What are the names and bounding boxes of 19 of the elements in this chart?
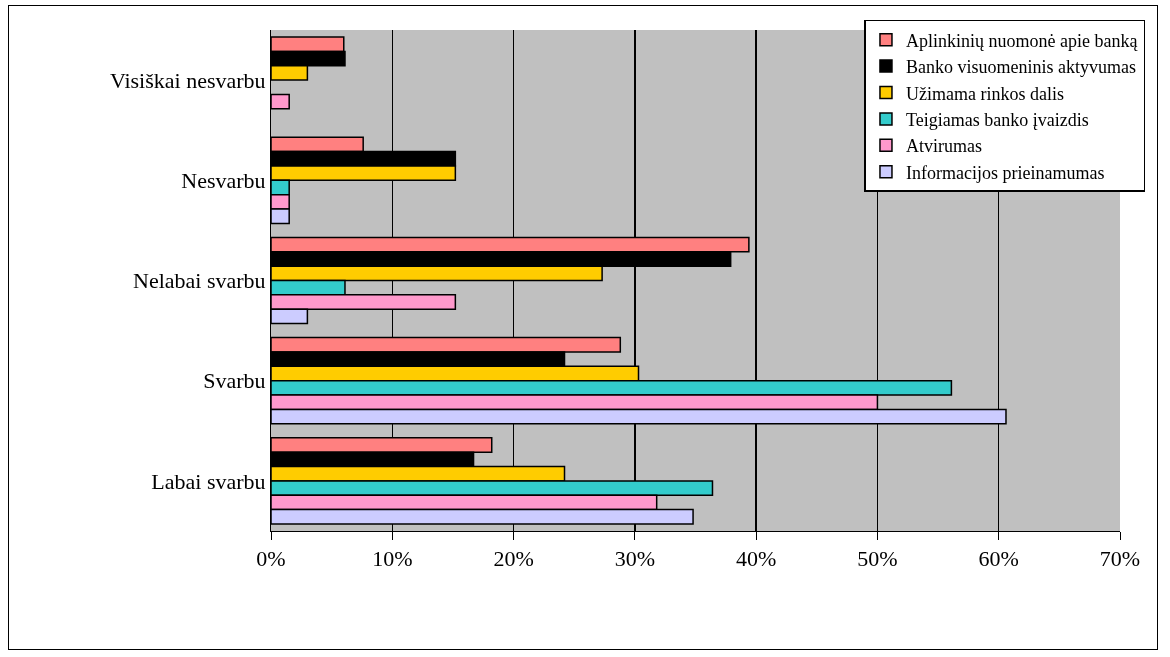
- x-tick-label: 30%: [614, 546, 656, 572]
- legend-label: Užimama rinkos dalis: [905, 83, 1064, 104]
- y-tick-label: Labai svarbu: [151, 468, 266, 494]
- legend-label: Banko visuomeninis aktyvumas: [905, 57, 1136, 78]
- x-tick-label: 0%: [256, 546, 286, 572]
- legend-label: Aplinkinių nuomonė apie banką: [905, 30, 1139, 51]
- x-tick-label: 50%: [857, 546, 898, 572]
- legend-label: Atvirumas: [905, 136, 982, 157]
- x-tick-label: 10%: [372, 546, 413, 572]
- y-tick-label: Nesvarbu: [181, 168, 266, 193]
- x-tick-label: 40%: [735, 546, 777, 572]
- x-tick-label: 70%: [1099, 546, 1141, 572]
- y-tick-label: Nelabai svarbu: [133, 268, 266, 294]
- y-tick-label: Visiškai nesvarbu: [109, 67, 266, 93]
- legend-label: Informacijos prieinamumas: [905, 162, 1105, 183]
- x-tick-label: 20%: [493, 546, 534, 572]
- x-tick-label: 60%: [978, 546, 1019, 572]
- y-tick-label: Svarbu: [203, 368, 266, 394]
- legend-label: Teigiamas banko įvaizdis: [905, 109, 1089, 130]
